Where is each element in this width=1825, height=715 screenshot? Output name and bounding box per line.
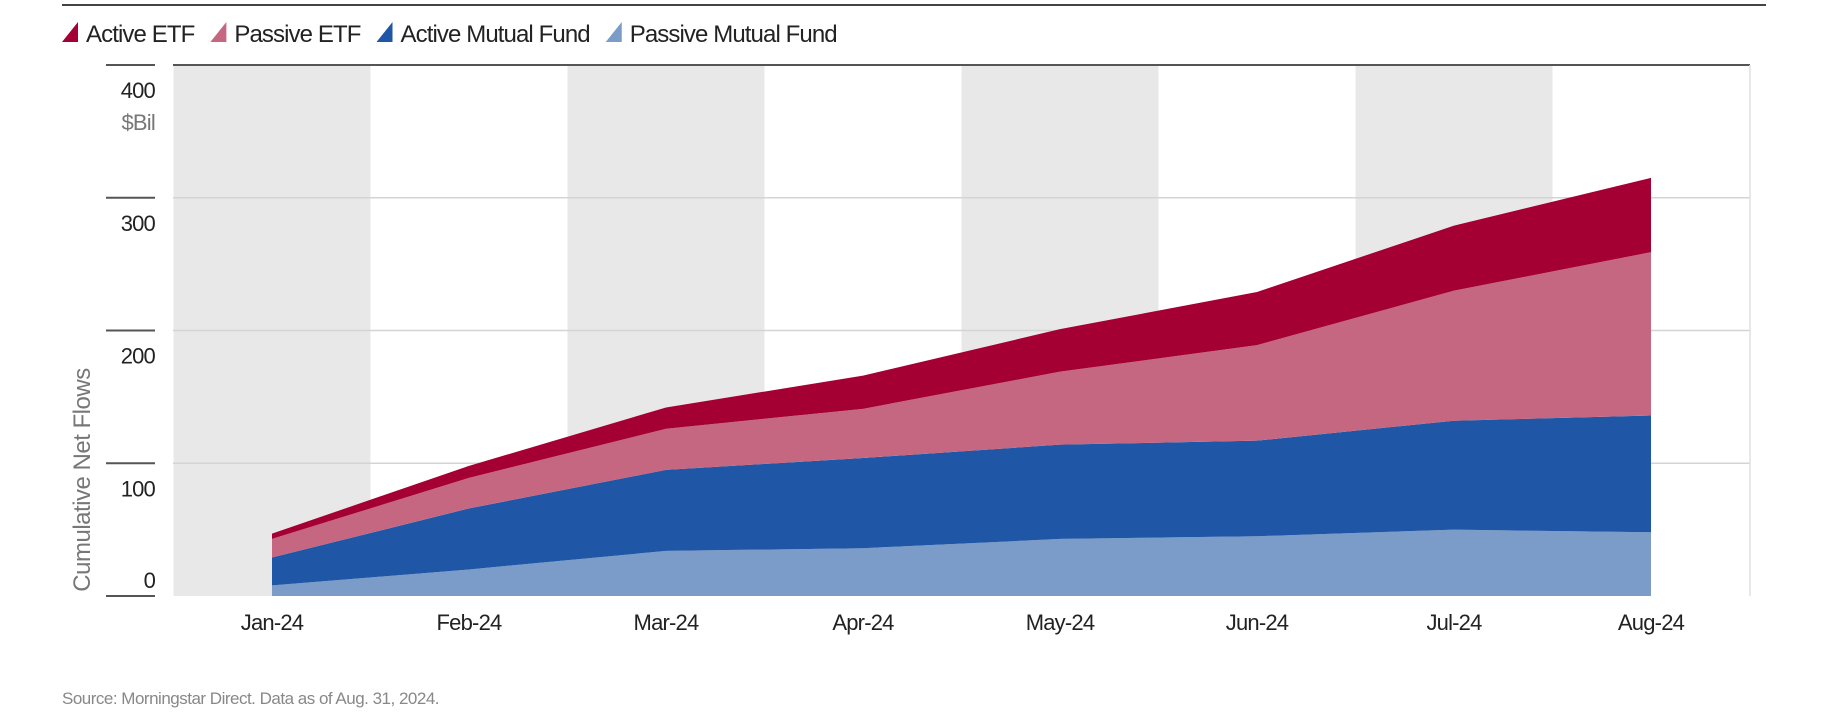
- y-axis-unit: $Bil: [122, 110, 156, 135]
- source-note: Source: Morningstar Direct. Data as of A…: [62, 689, 439, 708]
- legend-swatch-icon: [210, 22, 227, 42]
- x-tick-label: Jan-24: [241, 610, 304, 635]
- x-tick-label: Mar-24: [634, 610, 699, 635]
- area-passive-mutual-fund: [272, 529, 1651, 596]
- legend-swatch-icon: [605, 22, 622, 42]
- legend-label: Active ETF: [86, 21, 195, 48]
- legend-swatch-icon: [62, 22, 78, 42]
- y-tick-label: 300: [121, 211, 156, 236]
- legend-label: Active Mutual Fund: [401, 21, 590, 48]
- area-passive-etf: [272, 252, 1651, 558]
- legend-swatch-icon: [376, 22, 393, 42]
- x-axis: Jan-24 Feb-24 Mar-24 Apr-24 May-24 Jun-24 Jul-…: [241, 610, 1686, 635]
- x-tick-label: Aug-24: [1618, 610, 1685, 635]
- legend-item: Active Mutual Fund: [376, 21, 591, 48]
- x-tick-label: Apr-24: [832, 610, 894, 635]
- x-tick-label: Feb-24: [437, 610, 502, 635]
- legend-item: Passive Mutual Fund: [605, 21, 838, 48]
- area-active-mutual-fund: [272, 415, 1651, 586]
- x-tick-label: May-24: [1026, 610, 1095, 635]
- y-tick-label: 200: [121, 344, 156, 369]
- area-series: [272, 177, 1651, 596]
- y-tick-label: 100: [121, 476, 156, 501]
- y-axis-title: Cumulative Net Flows: [69, 368, 96, 592]
- y-axis: 0 100 200 300 400: [106, 64, 156, 597]
- y-tick-label: 0: [144, 568, 156, 593]
- x-tick-label: Jun-24: [1226, 610, 1289, 635]
- legend-item: Active ETF: [62, 21, 195, 48]
- legend: Active ETF Passive ETF Active Mutual Fund P…: [62, 21, 838, 48]
- x-tick-label: Jul-24: [1426, 610, 1482, 635]
- y-tick-label: 400: [121, 78, 156, 103]
- area-active-etf: [272, 177, 1651, 539]
- legend-item: Passive ETF: [210, 21, 362, 48]
- legend-label: Passive ETF: [234, 21, 360, 48]
- legend-label: Passive Mutual Fund: [630, 21, 837, 48]
